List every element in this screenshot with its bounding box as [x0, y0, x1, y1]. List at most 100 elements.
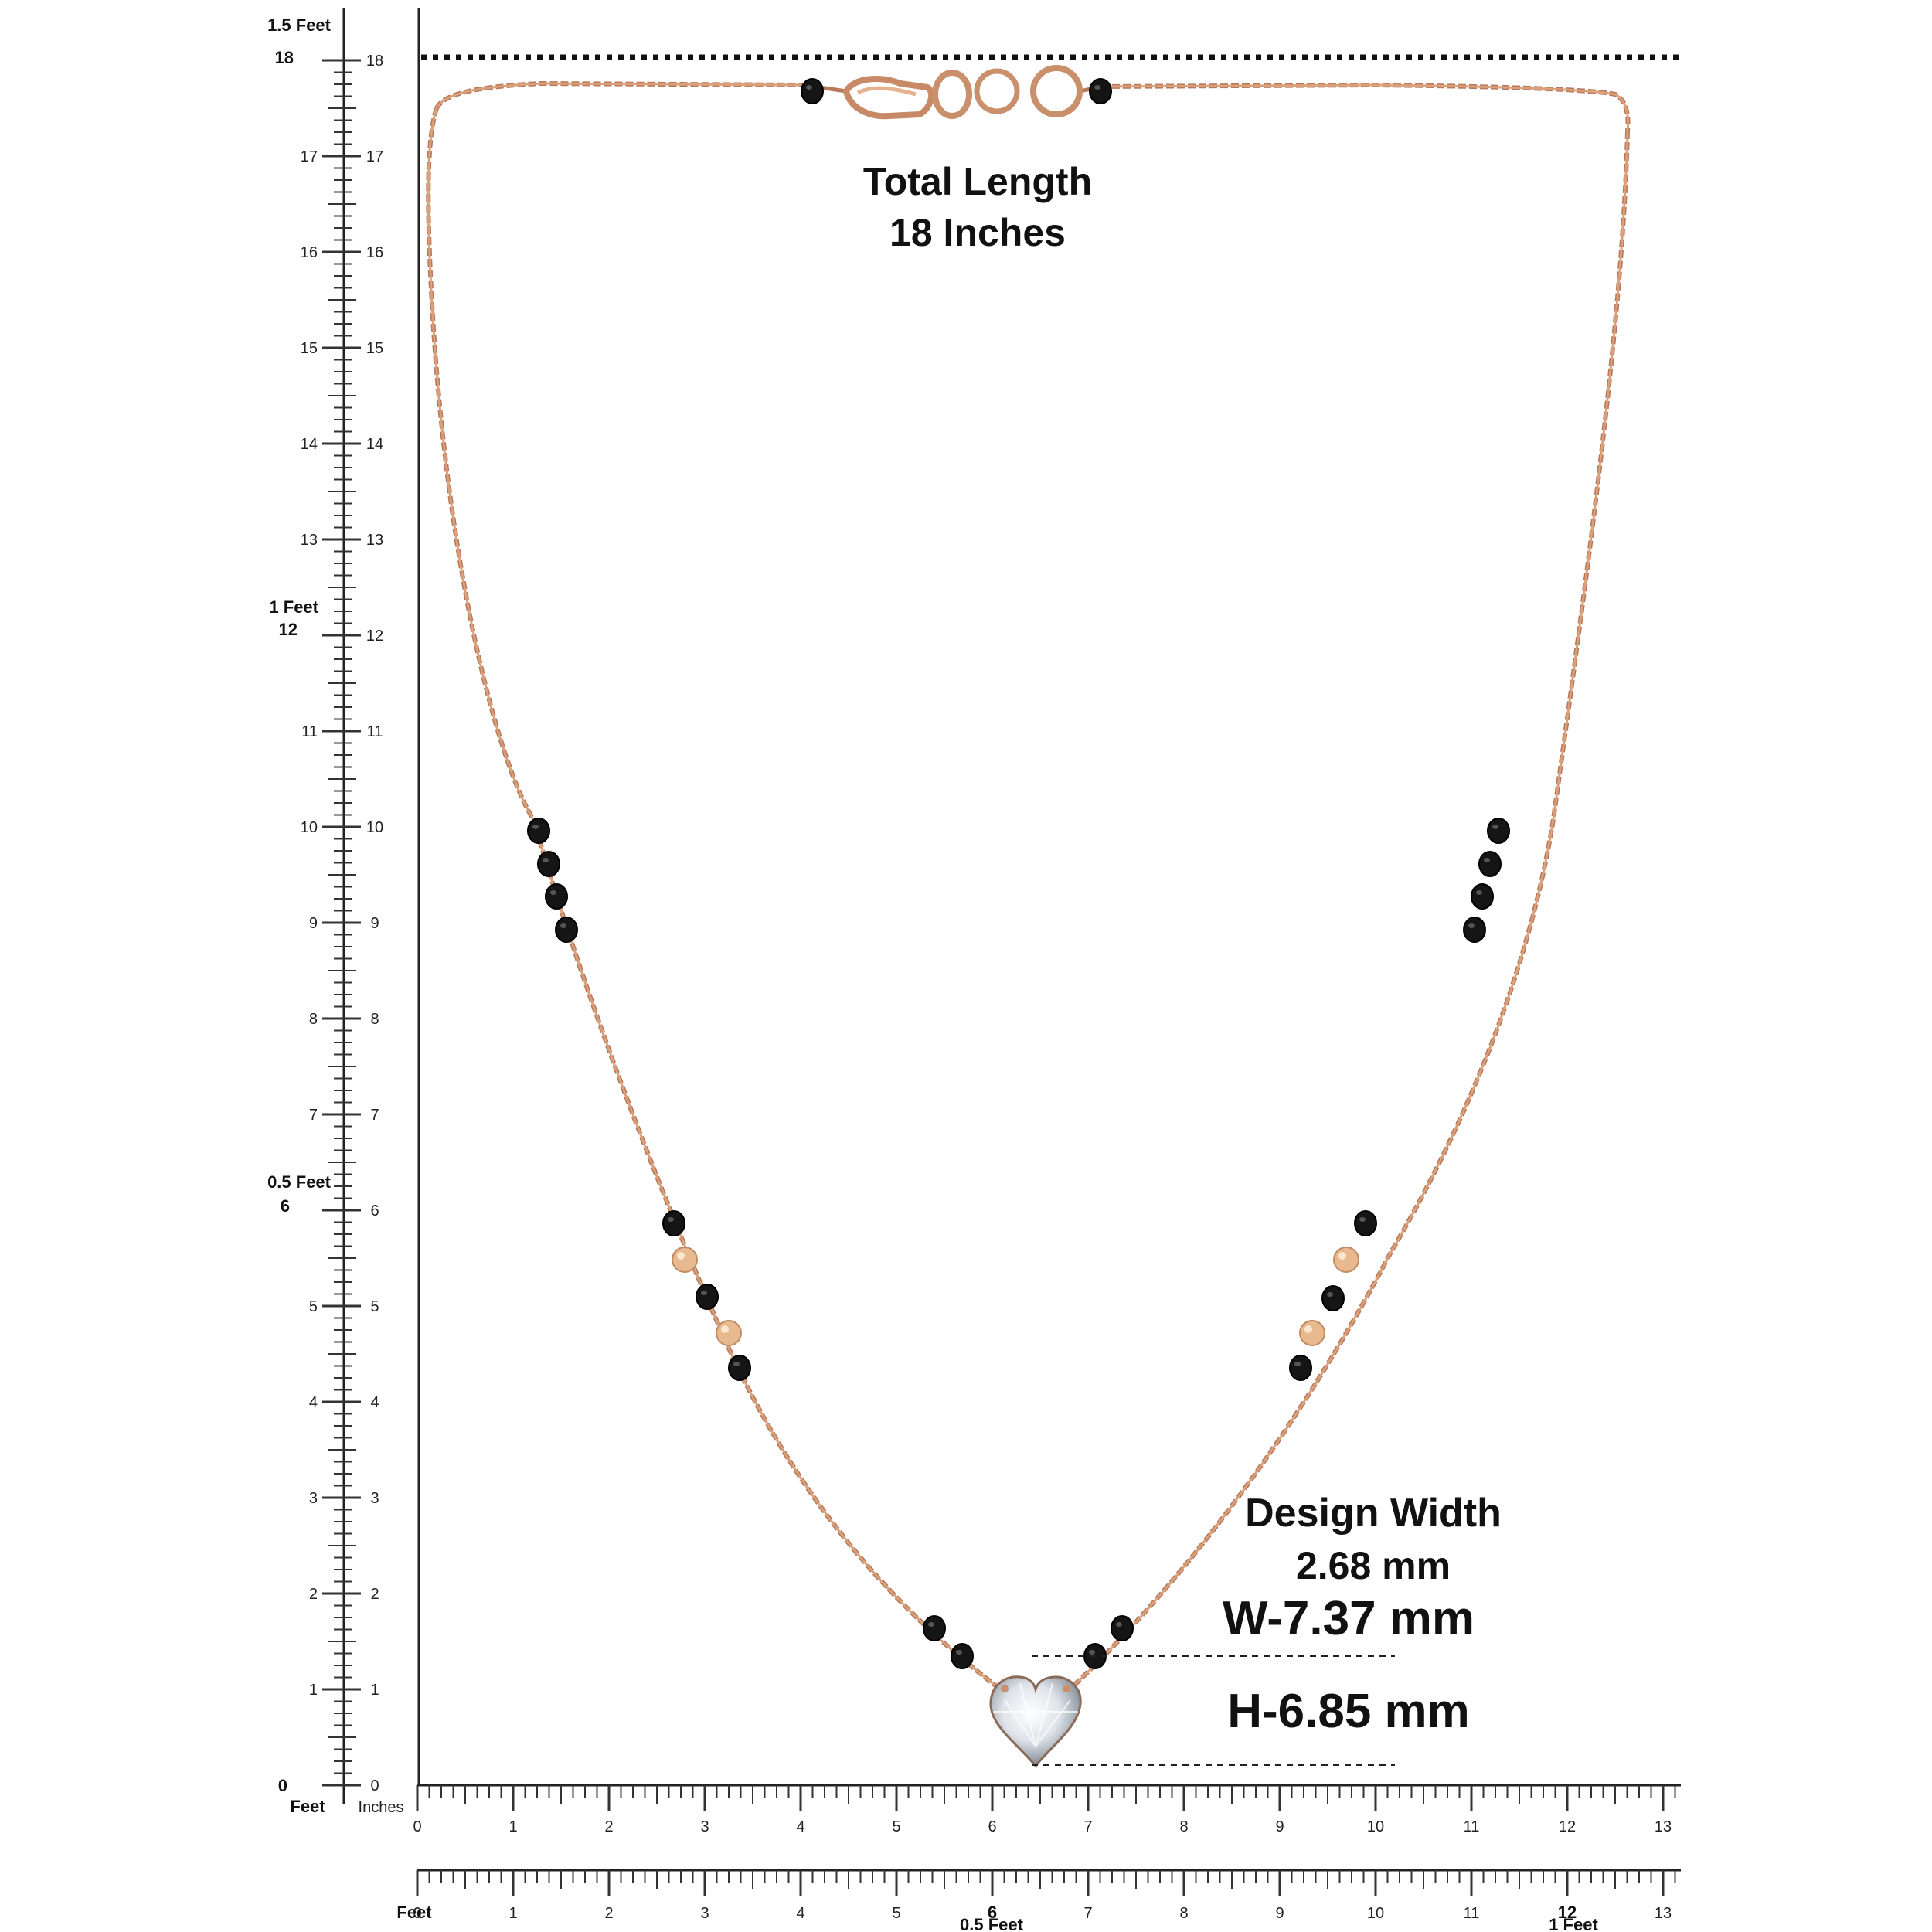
- black-bead-shine: [806, 85, 812, 90]
- bottom-inch-label: 0: [413, 1818, 421, 1835]
- gold-bead: [716, 1320, 742, 1346]
- left-ruler-label: 5: [309, 1298, 318, 1315]
- black-bead: [1354, 1210, 1377, 1236]
- inches-ruler-label: 18: [366, 53, 383, 70]
- bottom-feet-label: 3: [700, 1905, 709, 1922]
- black-bead-shine: [1492, 825, 1498, 829]
- black-bead: [1111, 1615, 1134, 1641]
- bottom-inch-label: 13: [1655, 1818, 1672, 1835]
- inches-ruler-label: 5: [370, 1298, 379, 1315]
- left-ruler-label: 8: [309, 1011, 318, 1028]
- bottom-feet-label: 12: [1558, 1903, 1577, 1922]
- inches-ruler-label: 11: [367, 723, 383, 740]
- feet-inch-label-12: 12: [279, 620, 298, 639]
- bottom-feet-label: 10: [1367, 1905, 1384, 1922]
- gold-bead-shine: [1304, 1325, 1312, 1333]
- left-ruler-label: 9: [309, 915, 318, 932]
- black-bead-shine: [1468, 923, 1475, 928]
- inches-ruler-label: 13: [366, 532, 383, 549]
- black-bead: [728, 1355, 751, 1381]
- left-ruler-label: 1: [309, 1682, 318, 1699]
- feet-inch-label-6: 6: [281, 1196, 290, 1216]
- black-bead-shine: [543, 858, 549, 862]
- bottom-inch-label: 11: [1464, 1818, 1480, 1835]
- black-bead-shine: [701, 1291, 707, 1295]
- inches-ruler-label: 0: [370, 1777, 379, 1794]
- bottom-feet-label: 5: [892, 1905, 900, 1922]
- black-bead: [1321, 1285, 1345, 1311]
- chain-highlight: [1100, 83, 1630, 132]
- black-bead: [923, 1615, 946, 1641]
- chain-highlight: [427, 107, 1005, 1694]
- bottom-feet-label: 8: [1179, 1905, 1188, 1922]
- black-bead: [1487, 818, 1510, 844]
- bottom-inch-label: 1: [509, 1818, 517, 1835]
- left-ruler-label: 11: [301, 723, 318, 740]
- total-length-value: 18 Inches: [889, 211, 1066, 254]
- bottom-inch-label: 7: [1083, 1818, 1092, 1835]
- bottom-feet-label: 11: [1464, 1905, 1480, 1922]
- design-width-value: 2.68 mm: [1296, 1544, 1451, 1587]
- inches-ruler-label: 9: [370, 915, 379, 932]
- inches-ruler-label: 10: [366, 819, 383, 836]
- gold-bead: [1333, 1247, 1359, 1273]
- black-bead-shine: [1327, 1292, 1333, 1297]
- feet-label-0-5: 0.5 Feet: [267, 1172, 332, 1192]
- black-bead: [1463, 917, 1486, 943]
- bottom-feet-label: 0: [413, 1905, 421, 1922]
- bottom-inch-label: 5: [892, 1818, 900, 1835]
- bottom-half-foot-label: 0.5 Feet: [960, 1915, 1024, 1932]
- inches-ruler-label: 15: [366, 340, 383, 357]
- gold-bead-shine: [677, 1252, 685, 1260]
- left-ruler-label: 2: [309, 1586, 318, 1603]
- bottom-feet-label: 13: [1655, 1905, 1672, 1922]
- black-bead-shine: [560, 923, 566, 928]
- beads: [527, 78, 1510, 1669]
- inches-ruler-label: 16: [366, 244, 383, 261]
- black-bead: [801, 78, 824, 104]
- lobster-clasp: [842, 76, 935, 120]
- extension-rings: [932, 65, 1083, 119]
- gold-bead-shine: [721, 1325, 729, 1333]
- left-ruler-label: 3: [309, 1490, 318, 1507]
- design-width-title: Design Width: [1245, 1491, 1502, 1536]
- bottom-inch-label: 3: [700, 1818, 709, 1835]
- black-bead-shine: [928, 1622, 934, 1627]
- heart-pendant: [989, 1675, 1082, 1768]
- black-bead-shine: [1294, 1362, 1301, 1366]
- black-bead-shine: [1476, 890, 1482, 895]
- inches-ruler-label: 7: [370, 1107, 379, 1124]
- pendant-height-label: H-6.85 mm: [1227, 1685, 1470, 1738]
- inches-ruler-label: 4: [370, 1394, 379, 1411]
- chain-segment: [426, 107, 1006, 1695]
- chain-segment: [1100, 82, 1631, 132]
- black-bead: [1478, 851, 1502, 877]
- black-bead-shine: [1484, 858, 1490, 862]
- inches-ruler-label: 8: [370, 1011, 379, 1028]
- black-bead: [537, 851, 560, 877]
- black-bead-shine: [550, 890, 556, 895]
- inches-ruler-label: 14: [366, 436, 383, 453]
- black-bead-shine: [1116, 1622, 1122, 1627]
- bottom-feet-label: 9: [1275, 1905, 1284, 1922]
- chain-segment: [1064, 131, 1630, 1695]
- bottom-one-foot-label: 1 Feet: [1549, 1915, 1598, 1932]
- left-ruler-label: 17: [301, 148, 318, 165]
- black-bead: [527, 818, 550, 844]
- feet-inch-label-0: 0: [278, 1776, 287, 1795]
- chain-highlight: [435, 82, 804, 109]
- black-bead: [545, 883, 568, 910]
- left-ruler-label: 16: [301, 244, 318, 261]
- bottom-inch-label: 12: [1559, 1818, 1576, 1835]
- bottom-inch-label: 6: [988, 1818, 996, 1835]
- gold-bead: [1299, 1320, 1325, 1346]
- pendant-width-label: W-7.37 mm: [1223, 1592, 1475, 1645]
- black-bead-shine: [1359, 1217, 1366, 1222]
- black-bead: [1089, 78, 1112, 104]
- left-ruler-label: 15: [301, 340, 318, 357]
- bottom-inch-label: 8: [1179, 1818, 1188, 1835]
- black-bead: [1471, 883, 1494, 910]
- feet-label-1-5: 1.5 Feet: [267, 15, 332, 35]
